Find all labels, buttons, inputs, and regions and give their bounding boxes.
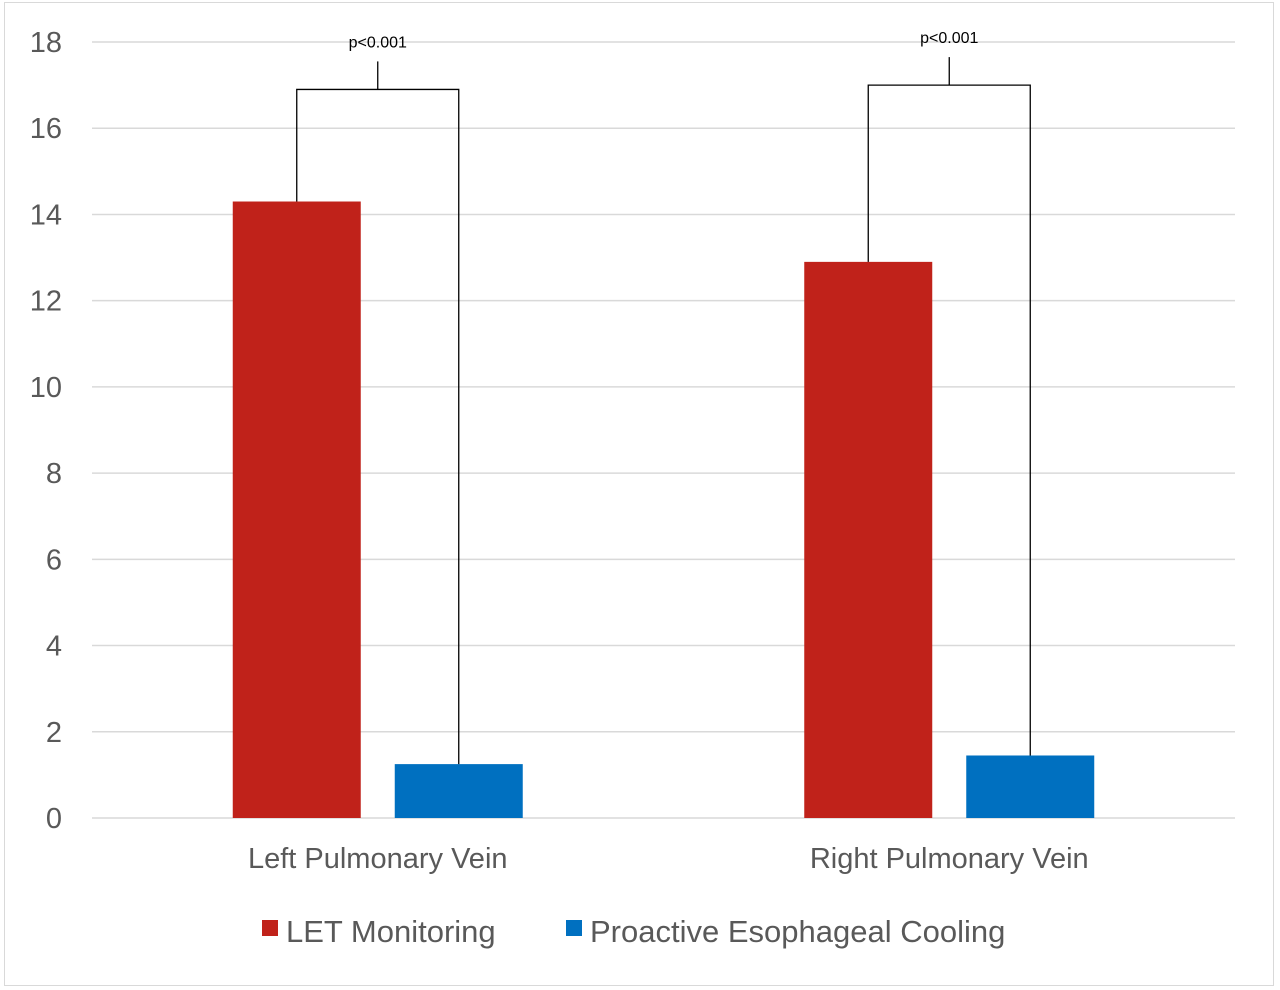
p-value-label: p<0.001 bbox=[349, 34, 407, 51]
y-tick-label: 10 bbox=[30, 372, 62, 404]
legend-label: LET Monitoring bbox=[286, 914, 496, 949]
y-tick-label: 18 bbox=[30, 27, 62, 59]
legend-swatch bbox=[262, 920, 278, 936]
p-value-label: p<0.001 bbox=[920, 30, 978, 47]
significance-brackets: p<0.001 p<0.001 bbox=[296, 30, 1031, 765]
y-tick-label: 16 bbox=[30, 113, 62, 145]
bar-let-monitoring bbox=[232, 201, 361, 818]
bars bbox=[232, 201, 1095, 818]
y-tick-label: 12 bbox=[30, 286, 62, 318]
y-tick-label: 4 bbox=[46, 631, 62, 663]
y-tick-label: 6 bbox=[46, 544, 62, 576]
y-tick-label: 14 bbox=[30, 199, 62, 231]
x-category-label: Right Pulmonary Vein bbox=[810, 843, 1089, 875]
bar-proactive-cooling bbox=[966, 755, 1095, 818]
chart-frame bbox=[4, 2, 1274, 986]
legend: LET Monitoring Proactive Esophageal Cooli… bbox=[262, 914, 1005, 949]
y-tick-label: 2 bbox=[46, 717, 62, 749]
y-tick-label: 8 bbox=[46, 458, 62, 490]
bar-proactive-cooling bbox=[394, 764, 523, 818]
x-category-label: Left Pulmonary Vein bbox=[248, 843, 508, 875]
y-axis-ticks: 0 2 4 6 8 10 12 14 16 18 bbox=[30, 27, 62, 835]
legend-swatch bbox=[566, 920, 582, 936]
y-tick-label: 0 bbox=[46, 803, 62, 835]
x-axis-categories: Left Pulmonary Vein Right Pulmonary Vein bbox=[248, 843, 1089, 875]
bar-let-monitoring bbox=[804, 261, 933, 818]
legend-label: Proactive Esophageal Cooling bbox=[590, 914, 1005, 949]
